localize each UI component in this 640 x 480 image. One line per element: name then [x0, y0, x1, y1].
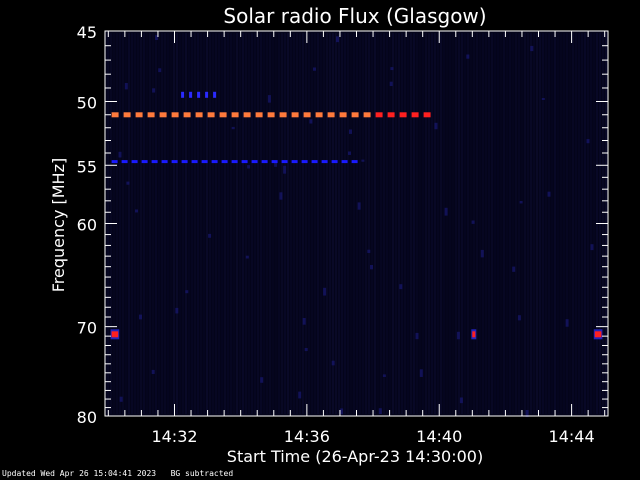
- band-segment: [219, 112, 227, 118]
- band-segment: [161, 160, 168, 164]
- band-segment: [205, 91, 209, 98]
- y-tick-label: 60: [77, 216, 97, 235]
- x-axis: 14:32 14:36 14:40 14:44: [107, 31, 606, 446]
- spectrogram-texture: [107, 33, 607, 418]
- footer-status: Updated Wed Apr 26 15:04:41 2023 BG subt…: [2, 469, 233, 478]
- x-axis-label: Start Time (26-Apr-23 14:30:00): [227, 447, 483, 466]
- band-segment: [181, 91, 185, 98]
- band-segment: [291, 112, 299, 118]
- band-segment: [271, 160, 278, 164]
- bg-subtracted-note: BG subtracted: [170, 469, 234, 478]
- band-segment: [171, 160, 178, 164]
- y-tick-label: 45: [77, 23, 97, 42]
- plot-area: [105, 31, 608, 416]
- band-segment: [171, 112, 179, 118]
- band-segment: [123, 112, 131, 118]
- band-segment: [411, 112, 419, 118]
- band-segment: [111, 160, 118, 164]
- spot-core: [594, 331, 602, 338]
- band-segment: [423, 112, 431, 118]
- band-segment: [291, 160, 298, 164]
- y-tick-label: 70: [77, 319, 97, 338]
- band-segment: [341, 160, 348, 164]
- band-segment: [311, 160, 318, 164]
- band-segment: [255, 112, 263, 118]
- band-segment: [159, 112, 167, 118]
- band-segment: [191, 160, 198, 164]
- band-segment: [351, 112, 359, 118]
- y-tick-label: 50: [77, 94, 97, 113]
- band-segment: [321, 160, 328, 164]
- band-segment: [327, 112, 335, 118]
- band-segment: [131, 160, 138, 164]
- band-segment: [189, 91, 193, 98]
- band-segment: [243, 112, 251, 118]
- spectrogram-features: [110, 91, 603, 340]
- band-segment: [303, 112, 311, 118]
- band-segment: [147, 112, 155, 118]
- band-segment: [195, 112, 203, 118]
- band-segment: [151, 160, 158, 164]
- y-tick-label: 80: [77, 408, 97, 427]
- band-segment: [213, 91, 217, 98]
- band-segment: [315, 112, 323, 118]
- band-segment: [221, 160, 228, 164]
- band-segment: [241, 160, 248, 164]
- x-tick-label: 14:40: [416, 427, 462, 446]
- band-segment: [201, 160, 208, 164]
- band-segment: [121, 160, 128, 164]
- band-segment: [231, 112, 239, 118]
- x-tick-label: 14:36: [284, 427, 330, 446]
- band-segment: [301, 160, 308, 164]
- updated-timestamp: Updated Wed Apr 26 15:04:41 2023: [2, 469, 157, 478]
- band-segment: [261, 160, 268, 164]
- band-segment: [363, 112, 371, 118]
- feature-dots_49_5MHz: [181, 91, 217, 98]
- band-segment: [135, 112, 143, 118]
- band-segment: [231, 160, 238, 164]
- y-tick-label: 55: [77, 157, 97, 176]
- x-tick-label: 14:44: [549, 427, 595, 446]
- band-segment: [331, 160, 338, 164]
- band-segment: [207, 112, 215, 118]
- band-segment: [267, 112, 275, 118]
- band-segment: [197, 91, 201, 98]
- feature-band_55MHz: [111, 160, 358, 164]
- band-segment: [375, 112, 383, 118]
- feature-band_51MHz: [111, 112, 431, 118]
- feature-spot_71MHz_left: [110, 329, 120, 340]
- band-segment: [111, 112, 119, 118]
- spot-core: [111, 331, 119, 338]
- band-segment: [279, 112, 287, 118]
- band-segment: [351, 160, 358, 164]
- band-segment: [281, 160, 288, 164]
- chart-title: Solar radio Flux (Glasgow): [223, 4, 486, 28]
- band-segment: [183, 112, 191, 118]
- y-axis: 45 50 55 60 70 80: [77, 23, 608, 427]
- feature-spot_71MHz_right: [593, 329, 603, 340]
- band-segment: [181, 160, 188, 164]
- band-segment: [251, 160, 258, 164]
- band-segment: [399, 112, 407, 118]
- y-axis-label: Frequency [MHz]: [49, 158, 68, 292]
- spot-core: [472, 331, 476, 338]
- band-segment: [211, 160, 218, 164]
- x-tick-label: 14:32: [151, 427, 197, 446]
- band-segment: [387, 112, 395, 118]
- band-segment: [339, 112, 347, 118]
- feature-spot_71MHz_mid: [471, 329, 477, 340]
- band-segment: [141, 160, 148, 164]
